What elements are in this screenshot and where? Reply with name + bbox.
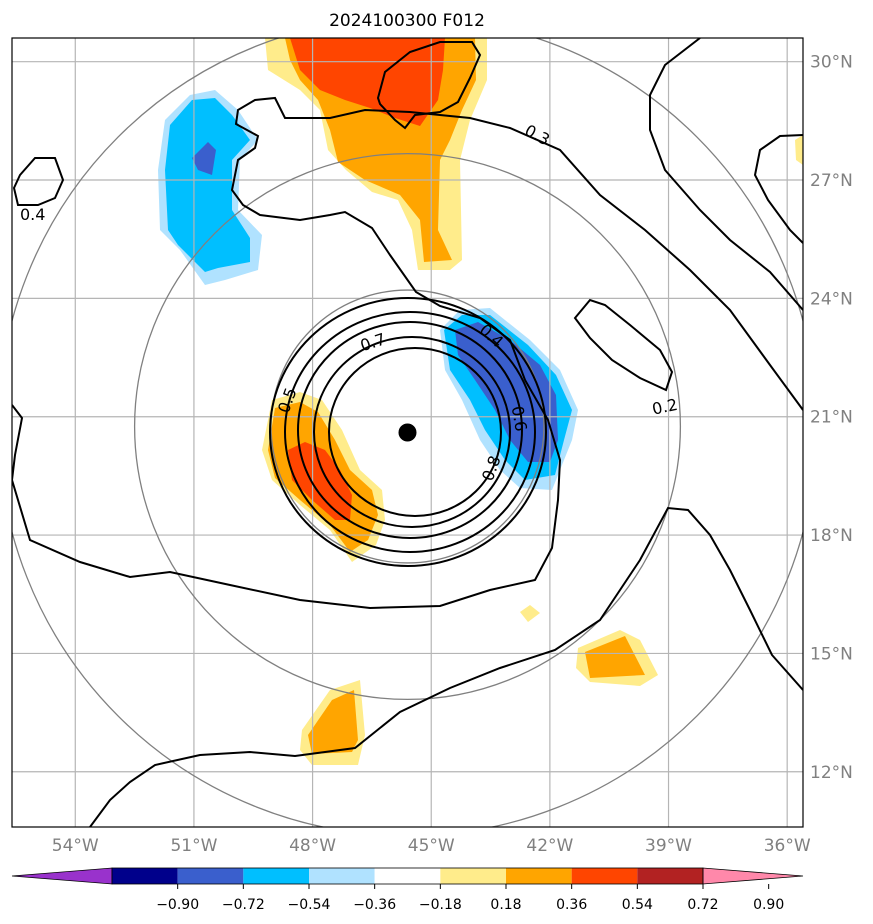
lat-tick-label: 15°N (810, 644, 853, 664)
lat-tick-label: 27°N (810, 171, 853, 191)
lat-tick-label: 21°N (810, 408, 853, 428)
lat-tick-label: 18°N (810, 526, 853, 546)
lon-tick-label: 42°W (526, 836, 573, 856)
lon-tick-label: 48°W (289, 836, 336, 856)
contour-0-4-west (12, 157, 65, 206)
colorbar (11, 867, 804, 885)
colorbar-segment (309, 868, 375, 884)
longitude-tick-labels: 54°W 51°W 48°W 45°W 42°W 39°W 36°W (52, 836, 811, 856)
colorbar-segment (177, 868, 244, 884)
colorbar-segment (440, 868, 506, 884)
chart-title: 2024100300 F012 (329, 11, 485, 31)
positive-field-south-orange (308, 690, 358, 754)
colorbar-tick-label: −0.36 (353, 897, 396, 913)
contour-lines (12, 38, 803, 827)
colorbar-tick-label: 0.90 (753, 897, 784, 913)
contour-north-east (649, 38, 803, 311)
storm-center-marker (398, 423, 417, 442)
lon-tick-label: 54°W (52, 836, 99, 856)
colorbar-tick-label: 0.18 (490, 897, 521, 913)
colorbar-tick-label: 0.54 (622, 897, 653, 913)
colorbar-tick-label: −0.72 (222, 897, 265, 913)
lon-tick-label: 45°W (408, 836, 455, 856)
contour-labels: 0.4 0.3 0.7 0.4 0.5 0.6 0.8 0.2 (20, 121, 679, 484)
negative-field-northwest-cyan (165, 98, 250, 272)
colorbar-tick-label: 0.72 (687, 897, 718, 913)
positive-field-tiny (520, 605, 540, 622)
positive-field-north-red (290, 38, 445, 126)
colorbar-tick-label: −0.18 (419, 897, 462, 913)
colorbar-tick-labels: −0.90 −0.72 −0.54 −0.36 −0.18 0.18 0.36 0.54 0.7… (156, 884, 784, 913)
lon-tick-label: 39°W (645, 836, 692, 856)
contour-label-0-2: 0.2 (650, 395, 679, 419)
contour-northeast-loop (753, 134, 803, 244)
range-ring-1 (133, 152, 682, 701)
contour-0-9 (328, 347, 502, 517)
negative-field-east-blue (455, 322, 558, 462)
colorbar-tick-label: −0.54 (288, 897, 331, 913)
colorbar-segment (571, 868, 638, 884)
colorbar-segment (112, 868, 178, 884)
latitude-tick-labels: 30°N 27°N 24°N 21°N 18°N 15°N 12°N (810, 53, 853, 783)
contour-label-0-4: 0.4 (20, 205, 45, 224)
lat-tick-label: 24°N (810, 289, 853, 309)
colorbar-frame (111, 867, 704, 885)
colorbar-tick-label: 0.36 (556, 897, 587, 913)
positive-field-east-small-orange (585, 636, 645, 678)
colorbar-extend-high (702, 867, 804, 885)
lat-tick-label: 12°N (810, 763, 853, 783)
contour-0-2 (376, 41, 482, 130)
lon-tick-label: 36°W (764, 836, 811, 856)
positive-field-northeast-edge (795, 135, 803, 165)
negative-field-northwest-blue (192, 142, 216, 175)
contour-0-7 (297, 321, 523, 539)
colorbar-segment (243, 868, 309, 884)
contour-0-2-east (573, 298, 674, 392)
contour-label-0-6: 0.6 (508, 405, 531, 433)
contour-0-3 (12, 96, 803, 610)
positive-field-west-red (288, 442, 352, 520)
colorbar-segment (374, 868, 441, 884)
lat-tick-label: 30°N (810, 53, 853, 73)
colorbar-tick-label: −0.90 (156, 897, 199, 913)
contour-0-6 (284, 311, 536, 553)
lon-tick-label: 51°W (170, 836, 217, 856)
colorbar-segment (506, 868, 572, 884)
contour-south (89, 506, 803, 827)
contour-0-5 (269, 297, 547, 567)
colorbar-segment (637, 868, 703, 884)
plot-frame (11, 37, 804, 828)
contour-0-8 (313, 336, 511, 528)
colorbar-extend-low (11, 867, 113, 885)
